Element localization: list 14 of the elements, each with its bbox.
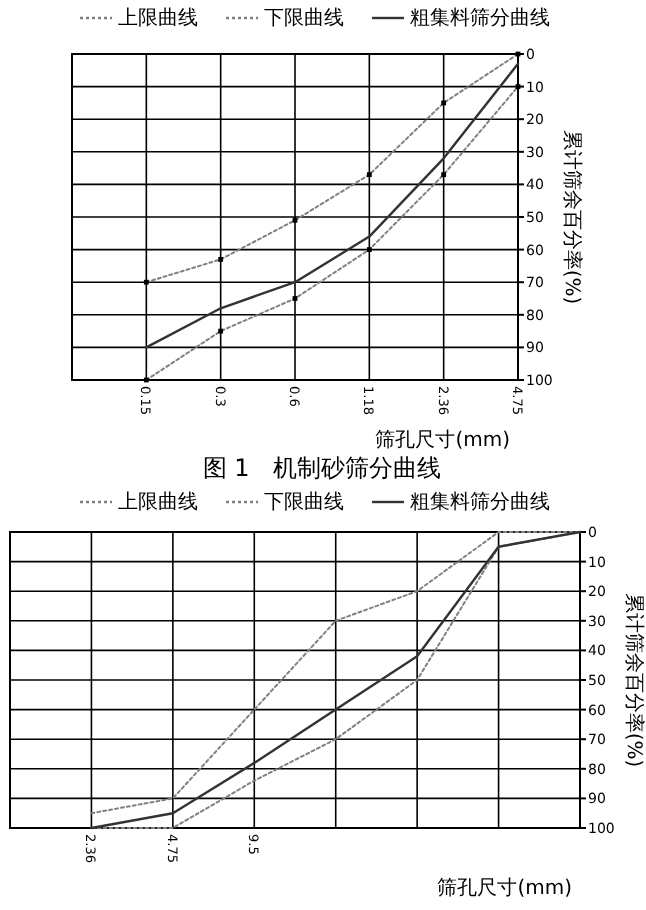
text: 图 1 机制砂筛分曲线	[202, 454, 442, 482]
legend-label: 下限曲线	[264, 490, 344, 514]
legend-label: 粗集料筛分曲线	[410, 490, 550, 514]
x-axis-title: 筛孔尺寸(mm)	[375, 428, 511, 452]
x-axis-title: 筛孔尺寸(mm)	[437, 876, 573, 900]
legend-label: 下限曲线	[264, 6, 344, 30]
y-axis-title: 累计筛余百分率(%)	[622, 592, 646, 768]
legend-label: 上限曲线	[118, 490, 198, 514]
legend-label: 上限曲线	[118, 6, 198, 30]
legend-label: 粗集料筛分曲线	[410, 6, 550, 30]
line-series	[145, 62, 520, 349]
line-series	[143, 51, 521, 285]
line-series	[143, 84, 521, 383]
y-axis-title: 累计筛余百分率(%)	[560, 129, 584, 305]
